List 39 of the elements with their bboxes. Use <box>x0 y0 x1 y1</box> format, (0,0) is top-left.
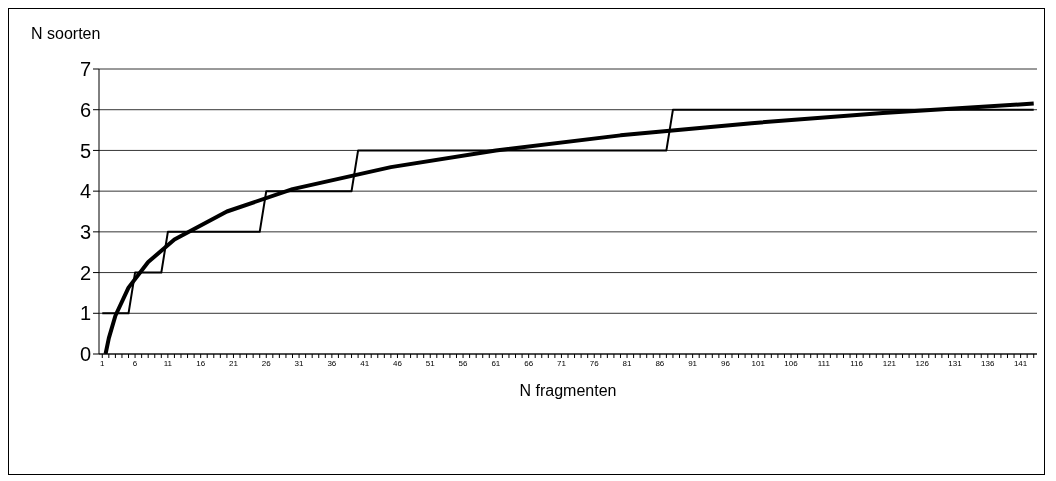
x-tick-label: 141 <box>1013 358 1028 368</box>
x-tick-label: 61 <box>491 358 501 368</box>
y-tick-label: 4 <box>79 180 91 203</box>
x-tick-label: 51 <box>425 358 436 368</box>
x-tick-label: 6 <box>132 358 138 368</box>
x-axis-title: N fragmenten <box>519 382 617 399</box>
x-tick-label: 96 <box>720 358 731 368</box>
x-tick-label: 46 <box>393 358 403 368</box>
x-tick-label: 41 <box>360 358 370 368</box>
x-tick-label: 71 <box>556 358 567 368</box>
y-axis-title: N soorten <box>31 25 101 43</box>
x-tick-label: 86 <box>655 358 665 368</box>
x-tick-label: 11 <box>163 358 173 368</box>
x-tick-label: 131 <box>948 358 963 368</box>
y-tick-label: 6 <box>79 98 91 121</box>
x-tick-label: 16 <box>196 358 206 368</box>
x-tick-label: 56 <box>458 358 469 368</box>
y-tick-label: 3 <box>79 220 91 243</box>
x-tick-label: 21 <box>229 358 239 368</box>
x-tick-label: 26 <box>261 358 272 368</box>
x-tick-label: 91 <box>688 358 698 368</box>
y-tick-label: 0 <box>79 343 91 366</box>
x-tick-label: 1 <box>100 358 106 368</box>
y-tick-label: 5 <box>79 139 91 162</box>
x-tick-label: 136 <box>981 358 996 368</box>
x-tick-label: 116 <box>850 358 864 368</box>
x-tick-label: 76 <box>589 358 600 368</box>
x-tick-label: 66 <box>524 358 534 368</box>
y-tick-label: 7 <box>79 58 91 81</box>
x-tick-label: 36 <box>327 358 337 368</box>
x-tick-label: 81 <box>622 358 633 368</box>
x-tick-label: 106 <box>784 358 799 368</box>
x-tick-label: 31 <box>294 358 305 368</box>
x-tick-label: 101 <box>751 358 766 368</box>
x-tick-label: 111 <box>817 358 831 368</box>
y-tick-label: 1 <box>79 302 91 325</box>
x-tick-label: 126 <box>915 358 930 368</box>
y-tick-label: 2 <box>79 261 91 284</box>
x-tick-label: 121 <box>882 358 897 368</box>
